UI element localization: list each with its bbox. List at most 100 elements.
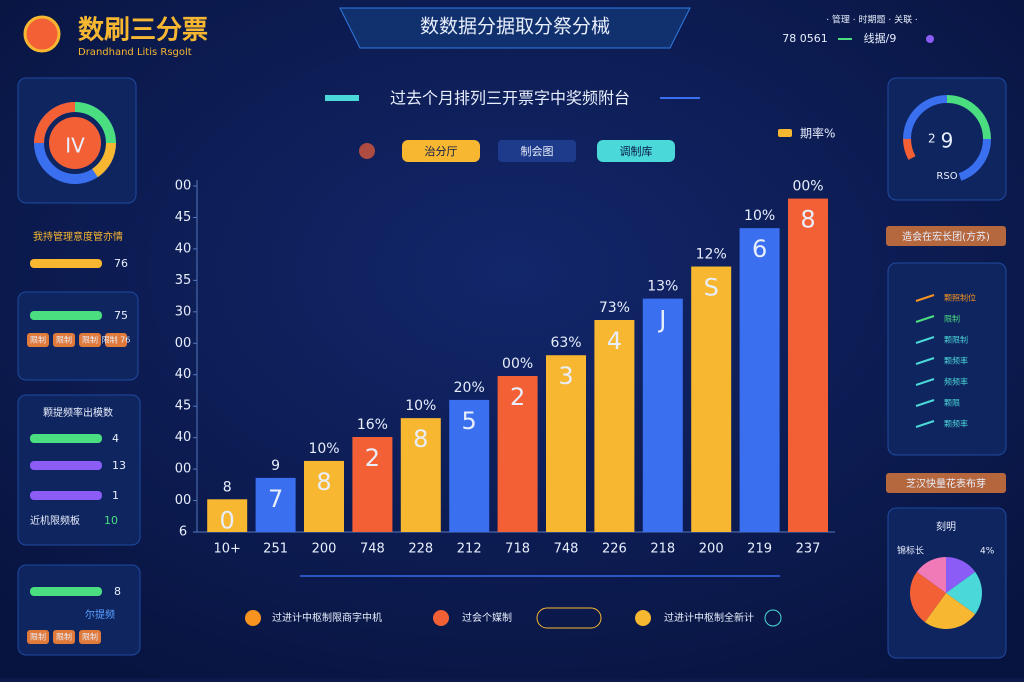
progress xyxy=(30,259,102,268)
progress xyxy=(30,461,102,470)
y-tick-label: 45 xyxy=(175,210,192,225)
bar xyxy=(400,418,441,532)
gauge-text: 9 xyxy=(941,129,954,153)
x-tick-label: 212 xyxy=(457,542,482,557)
y-tick-label: 45 xyxy=(175,399,192,414)
bar-inner-label: 0 xyxy=(220,506,235,534)
footer-text: 近机限频板 xyxy=(30,514,80,527)
panel-title: 我持管理意度管亦情 xyxy=(33,230,123,243)
filter-label[interactable]: 制会图 xyxy=(521,145,554,158)
filter-button[interactable] xyxy=(597,140,675,162)
progress xyxy=(30,434,102,443)
bar xyxy=(304,460,344,532)
chip-text: 限制 xyxy=(56,632,72,642)
bar xyxy=(207,499,248,532)
bar-top-label: 20% xyxy=(454,380,485,396)
bar-inner-label: 7 xyxy=(268,485,283,513)
bar-top-label: 63% xyxy=(550,335,581,351)
header-title: 数数据分据取分祭分械 xyxy=(420,16,610,38)
bar xyxy=(788,198,828,532)
chip xyxy=(105,333,127,347)
progress xyxy=(30,587,102,596)
x-tick-label: 200 xyxy=(699,542,724,557)
bar-top-label: 00% xyxy=(792,179,823,195)
gauge-sub: RSO xyxy=(936,171,957,182)
x-tick-label: 748 xyxy=(360,542,385,557)
top-stat: 78 0561 xyxy=(782,32,828,45)
legend-swatch xyxy=(778,129,792,137)
x-tick-label: 228 xyxy=(408,542,433,557)
progress-value: 13 xyxy=(112,459,126,472)
progress xyxy=(30,491,102,500)
toggle[interactable] xyxy=(536,607,602,629)
gauge-text: IV xyxy=(65,134,85,158)
pie-slice xyxy=(910,571,946,623)
y-tick-label: 00 xyxy=(175,179,192,194)
bar-top-label: 73% xyxy=(599,300,630,316)
pie-slice xyxy=(946,557,976,593)
logo-icon xyxy=(23,15,61,53)
pie-label: 锦标长 xyxy=(897,545,924,557)
row-text: 颗限制 xyxy=(944,335,968,345)
pie-slice xyxy=(916,557,946,593)
legend-text: 过会个媒制 xyxy=(462,611,512,624)
bar-chart: 600004045400030354045000810+79251810%200… xyxy=(175,179,828,557)
bar-inner-label: 8 xyxy=(413,425,428,453)
logo-sub: Drandhand Litis Rsgolt xyxy=(78,47,192,58)
x-tick-label: 237 xyxy=(796,542,821,557)
y-tick-label: 30 xyxy=(175,304,192,319)
bar xyxy=(497,375,538,532)
bar xyxy=(449,399,490,532)
gauge-text: 2 xyxy=(928,132,936,146)
chart-title: 过去个月排列三开票字中奖频附台 xyxy=(390,89,630,108)
bar xyxy=(255,477,296,532)
row-mark xyxy=(915,399,935,407)
pie-title: 刻明 xyxy=(936,520,956,533)
bar-top-label: 16% xyxy=(357,417,388,433)
chip-text: 限制 xyxy=(82,335,98,345)
y-tick-label: 40 xyxy=(175,430,192,445)
top-stat: 线据/9 xyxy=(864,31,897,45)
progress-value: 76 xyxy=(114,257,128,270)
bar-top-label: 8 xyxy=(223,479,232,495)
row-text: 颗频率 xyxy=(944,356,968,366)
chip xyxy=(27,630,49,644)
bar-top-label: 00% xyxy=(502,356,533,372)
legend-dot xyxy=(245,610,261,626)
row-mark xyxy=(915,336,935,344)
bar xyxy=(691,266,732,532)
legend-dot xyxy=(635,610,651,626)
filter-button[interactable] xyxy=(402,140,480,162)
row-mark xyxy=(915,378,935,386)
panel-title: 颗提频率出模数 xyxy=(43,406,113,419)
bar-inner-label: 5 xyxy=(462,407,477,435)
filter-label[interactable]: 调制库 xyxy=(620,145,653,158)
chip xyxy=(79,630,101,644)
progress xyxy=(30,311,102,320)
y-tick-label: 00 xyxy=(175,493,192,508)
top-nav[interactable]: · 管理 · 时期题 · 关联 · xyxy=(826,14,918,26)
chip xyxy=(79,333,101,347)
filter-label[interactable]: 治分厅 xyxy=(425,144,458,158)
footer-value: 10 xyxy=(104,514,118,527)
bar-inner-label: 6 xyxy=(752,235,767,263)
bar-inner-label: J xyxy=(657,306,666,334)
x-tick-label: 219 xyxy=(747,542,772,557)
progress-value: 4 xyxy=(112,432,119,445)
chip-text: 限制 xyxy=(30,335,46,345)
legend-dot xyxy=(433,610,449,626)
chip-text: 限制 76 xyxy=(102,335,131,345)
bar xyxy=(739,228,780,532)
filter-button[interactable] xyxy=(498,140,576,162)
title-mark xyxy=(325,95,359,101)
toggle[interactable] xyxy=(764,609,782,627)
filter-dot[interactable] xyxy=(359,143,375,159)
bar-top-label: 13% xyxy=(647,279,678,295)
x-tick-label: 218 xyxy=(650,542,675,557)
chips: 限制 限制 限制 xyxy=(27,630,101,644)
pie-slice xyxy=(924,593,976,629)
legend-label: 期率% xyxy=(800,126,835,141)
